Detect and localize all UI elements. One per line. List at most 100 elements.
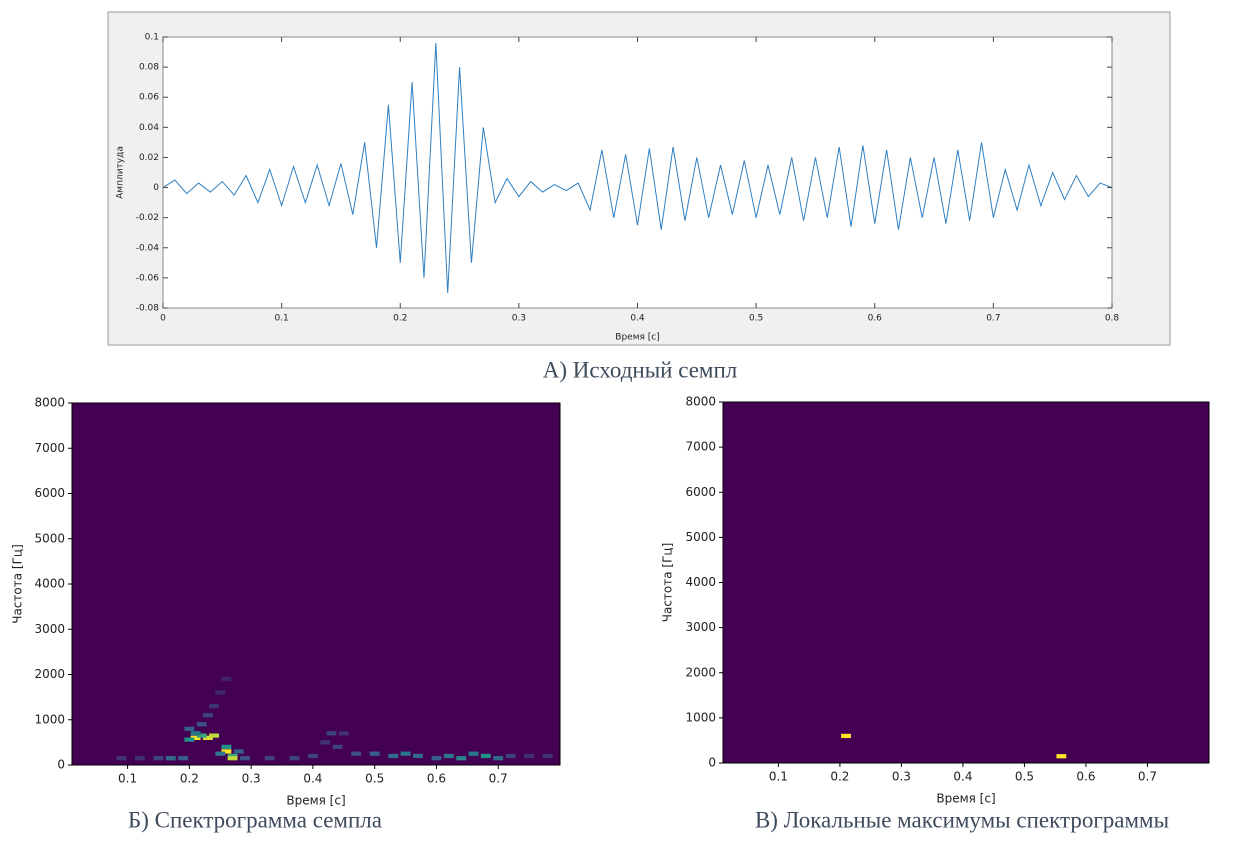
y-tick-label: 7000 (685, 440, 716, 454)
y-axis-label: Амплитуда (116, 146, 126, 199)
heat-cell (388, 753, 399, 759)
heat-cell (221, 744, 232, 750)
x-tick-label: 0.3 (892, 770, 911, 784)
y-tick-label: 0 (708, 756, 716, 770)
heat-cell (332, 744, 343, 750)
y-tick-label: 0 (57, 758, 65, 772)
x-tick-label: 0.2 (830, 770, 849, 784)
y-tick-label: 6000 (685, 485, 716, 499)
heat-cell (178, 756, 189, 761)
heat-cell (202, 735, 213, 740)
heat-cell (443, 753, 454, 759)
y-tick-label: 3000 (685, 620, 716, 634)
x-tick-label: 0.6 (868, 314, 883, 324)
heat-cell (209, 733, 220, 738)
heat-cell (338, 731, 349, 736)
y-tick-label: -0.06 (136, 273, 160, 283)
caption: А) Исходный семпл (543, 357, 738, 382)
heat-cell (221, 676, 232, 682)
heat-cell (196, 733, 207, 738)
x-tick-label: 0.4 (303, 772, 322, 786)
heat-cell (307, 753, 318, 759)
heat-cell (184, 737, 195, 742)
heat-cell (431, 756, 442, 761)
heat-cell (524, 753, 535, 759)
x-tick-label: 0.1 (274, 314, 288, 324)
heat-cell (190, 735, 201, 740)
x-tick-label: 0.1 (769, 770, 788, 784)
y-tick-label: 8000 (685, 395, 716, 409)
plot-area (163, 37, 1112, 308)
y-tick-label: 0 (153, 183, 159, 193)
heat-cell (233, 749, 244, 754)
heat-cell (351, 751, 362, 756)
x-tick-label: 0.7 (489, 772, 508, 786)
x-tick-label: 0.4 (953, 770, 972, 784)
heat-cell (480, 753, 491, 759)
heat-cell (227, 753, 238, 759)
y-axis-label: Частота [Гц] (661, 543, 675, 623)
x-tick-label: 0.6 (1076, 770, 1095, 784)
caption: В) Локальные максимумы спектрограммы (755, 807, 1169, 832)
y-tick-label: 3000 (34, 622, 65, 636)
heat-cell (468, 751, 479, 756)
y-tick-label: -0.04 (136, 243, 160, 253)
heat-cell (493, 756, 504, 761)
heat-cell (240, 756, 250, 761)
heat-cell (505, 753, 516, 759)
y-tick-label: 2000 (685, 665, 716, 679)
y-tick-label: 8000 (34, 396, 65, 410)
y-tick-label: 0.02 (139, 153, 159, 163)
heat-cell (215, 690, 226, 695)
y-tick-label: 5000 (685, 530, 716, 544)
heat-cell (841, 733, 851, 739)
x-tick-label: 0.4 (630, 314, 645, 324)
waveform (162, 42, 1113, 293)
y-tick-label: 0.08 (139, 63, 159, 73)
x-tick-label: 0.2 (180, 772, 199, 786)
heat-cell (369, 751, 380, 756)
heat-cell (202, 713, 213, 718)
heat-cell (456, 756, 467, 761)
x-tick-label: 0.7 (1138, 770, 1157, 784)
y-tick-label: -0.02 (136, 213, 159, 223)
y-tick-label: 0.04 (139, 123, 159, 133)
y-tick-label: 4000 (685, 575, 716, 589)
plot-area (72, 403, 560, 765)
heat-cell (264, 756, 275, 761)
heat-cell (326, 731, 337, 736)
heat-cell (221, 749, 232, 754)
x-tick-label: 0.7 (986, 314, 1000, 324)
x-tick-label: 0.2 (393, 314, 407, 324)
heat-cell (289, 756, 300, 761)
y-tick-label: 6000 (34, 486, 65, 500)
caption: Б) Спектрограмма семпла (128, 807, 382, 832)
heat-cell (320, 740, 331, 745)
y-tick-label: 4000 (34, 577, 65, 591)
x-tick-label: 0.1 (118, 772, 137, 786)
heat-cell (184, 726, 195, 731)
heat-cell (412, 753, 423, 759)
y-tick-label: 0.06 (139, 93, 159, 103)
x-tick-label: 0 (160, 314, 166, 324)
y-tick-label: -0.08 (136, 304, 160, 314)
heat-cell (400, 751, 411, 756)
heat-cell (190, 731, 201, 736)
heat-cell (116, 756, 127, 761)
x-axis-label: Время [с] (286, 794, 345, 808)
heat-cell (542, 753, 553, 759)
x-tick-label: 0.5 (749, 314, 763, 324)
heat-cell (209, 704, 220, 709)
x-tick-label: 0.3 (242, 772, 261, 786)
heat-cell (196, 722, 207, 727)
heat-cell (135, 756, 145, 761)
heat-cell (153, 756, 164, 761)
y-tick-label: 1000 (685, 710, 716, 724)
heat-cell (215, 751, 226, 756)
y-tick-label: 2000 (34, 667, 65, 681)
heat-cell (1056, 754, 1067, 759)
x-tick-label: 0.8 (1105, 314, 1120, 324)
x-tick-label: 0.6 (427, 772, 446, 786)
